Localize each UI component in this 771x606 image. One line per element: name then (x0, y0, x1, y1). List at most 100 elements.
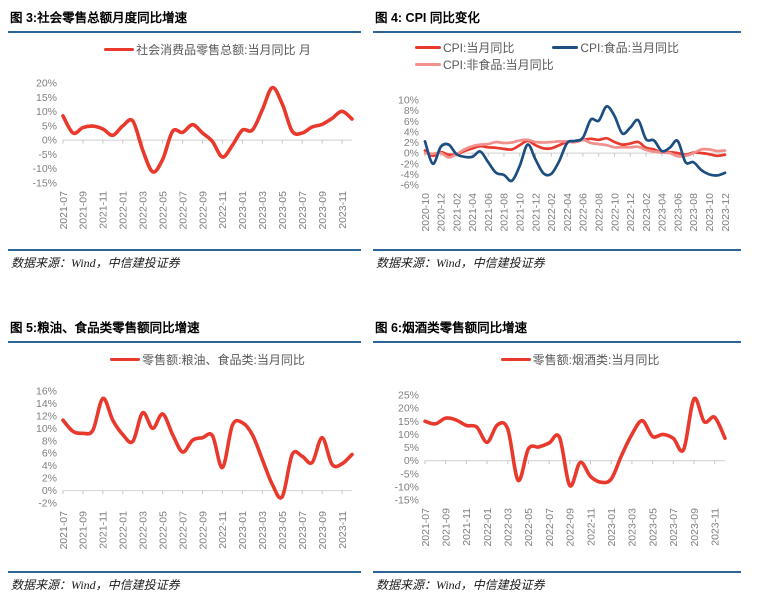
svg-text:4%: 4% (42, 460, 57, 472)
svg-text:2020-10: 2020-10 (420, 193, 432, 232)
legend-label: 零售额:粮油、食品类:当月同比 (142, 353, 305, 367)
svg-text:2022-09: 2022-09 (197, 511, 209, 550)
svg-text:2021-11: 2021-11 (461, 508, 473, 546)
line-chart: 20% 15% 10% 5% 0% -5% -10% -15% 2021-07 2021-09 20… (8, 57, 361, 241)
svg-text:0%: 0% (42, 135, 57, 147)
svg-text:2%: 2% (404, 137, 419, 149)
svg-text:2021-04: 2021-04 (467, 193, 479, 232)
svg-text:20%: 20% (398, 403, 419, 415)
svg-text:2023-03: 2023-03 (257, 191, 269, 230)
svg-text:2021-12: 2021-12 (530, 193, 542, 232)
svg-text:-4%: -4% (400, 169, 419, 181)
svg-text:2021-10: 2021-10 (515, 193, 527, 232)
legend-label: 零售额:烟酒类:当月同比 (532, 353, 660, 367)
legend-item: 社会消费品零售总额:当月同比 月 (104, 41, 311, 58)
svg-text:2023-02: 2023-02 (641, 193, 653, 232)
svg-text:2023-09: 2023-09 (317, 191, 329, 230)
chart-legend: 社会消费品零售总额:当月同比 月 (54, 42, 361, 57)
svg-text:0%: 0% (42, 485, 57, 497)
svg-text:2023-07: 2023-07 (297, 191, 309, 230)
svg-text:0%: 0% (404, 455, 419, 467)
chart-title: 图 3:社会零售总额月度同比增速 (10, 11, 188, 25)
data-source-text: 数据来源：Wind，中信建投证券 (376, 578, 545, 592)
svg-text:2023-11: 2023-11 (337, 511, 349, 549)
svg-text:2022-07: 2022-07 (177, 511, 189, 550)
svg-text:2021-07: 2021-07 (420, 508, 432, 547)
legend-item: 零售额:粮油、食品类:当月同比 (110, 351, 305, 368)
svg-text:2022-03: 2022-03 (503, 508, 515, 547)
svg-text:2022-02: 2022-02 (546, 193, 558, 232)
svg-text:6%: 6% (404, 116, 419, 128)
svg-text:2021-09: 2021-09 (78, 191, 90, 230)
chart-panel-retail-total: 图 3:社会零售总额月度同比增速 社会消费品零售总额:当月同比 月 20% 15%… (8, 8, 361, 270)
svg-text:-5%: -5% (38, 149, 57, 161)
svg-text:2021-08: 2021-08 (499, 193, 511, 232)
chart-legend: CPI:当月同比 CPI:食品:当月同比 CPI:非食品:当月同比 (415, 39, 741, 73)
svg-text:-2%: -2% (38, 498, 57, 510)
legend-item: CPI:食品:当月同比 (552, 39, 679, 56)
svg-text:4%: 4% (404, 126, 419, 138)
data-source: 数据来源：Wind，中信建投证券 (8, 571, 361, 592)
svg-text:2023-07: 2023-07 (297, 511, 309, 550)
title-underline (8, 31, 361, 33)
data-source: 数据来源：Wind，中信建投证券 (8, 249, 361, 270)
data-source-text: 数据来源：Wind，中信建投证券 (11, 256, 180, 270)
svg-text:2023-07: 2023-07 (668, 508, 680, 547)
svg-text:2022-05: 2022-05 (158, 511, 170, 550)
svg-text:2022-12: 2022-12 (625, 193, 637, 232)
line-chart: 16% 14% 12% 10% 8% 6% 4% 2% 0% -2% 2021-07 2021-09 2… (8, 367, 361, 561)
svg-text:-10%: -10% (32, 163, 57, 175)
svg-text:2023-05: 2023-05 (277, 191, 289, 230)
title-underline (373, 341, 741, 343)
svg-text:2021-07: 2021-07 (58, 511, 70, 550)
svg-text:5%: 5% (42, 120, 57, 132)
chart-title: 图 4: CPI 同比变化 (375, 11, 480, 25)
svg-text:10%: 10% (398, 429, 419, 441)
svg-text:14%: 14% (36, 398, 57, 410)
svg-text:2023-10: 2023-10 (704, 193, 716, 232)
svg-text:2023-03: 2023-03 (257, 511, 269, 550)
svg-text:2023-09: 2023-09 (689, 508, 701, 547)
chart-title: 图 5:粮油、食品类零售额同比增速 (10, 321, 200, 335)
svg-text:2023-11: 2023-11 (337, 191, 349, 229)
report-figure-grid: 图 3:社会零售总额月度同比增速 社会消费品零售总额:当月同比 月 20% 15%… (8, 8, 741, 592)
svg-text:2022-03: 2022-03 (138, 511, 150, 550)
svg-text:2022-07: 2022-07 (177, 191, 189, 230)
legend-label: CPI:当月同比 (443, 41, 515, 55)
legend-item: 零售额:烟酒类:当月同比 (500, 351, 660, 368)
svg-text:2022-08: 2022-08 (594, 193, 606, 232)
legend-label: CPI:非食品:当月同比 (443, 58, 554, 72)
svg-text:20%: 20% (36, 78, 57, 90)
svg-text:-10%: -10% (394, 481, 419, 493)
svg-text:2022-09: 2022-09 (565, 508, 577, 547)
svg-text:10%: 10% (36, 423, 57, 435)
svg-text:2023-12: 2023-12 (720, 193, 732, 232)
svg-text:2021-06: 2021-06 (483, 193, 495, 232)
chart-title: 图 6:烟酒类零售额同比增速 (375, 321, 528, 335)
svg-text:2022-11: 2022-11 (217, 511, 229, 549)
svg-text:2021-09: 2021-09 (78, 511, 90, 550)
svg-text:2021-09: 2021-09 (441, 508, 453, 547)
svg-text:2021-11: 2021-11 (98, 191, 110, 229)
legend-item: CPI:非食品:当月同比 (415, 56, 554, 73)
svg-text:2022-07: 2022-07 (544, 508, 556, 547)
svg-text:2%: 2% (42, 473, 57, 485)
svg-text:2022-04: 2022-04 (562, 193, 574, 232)
chart-panel-cpi: 图 4: CPI 同比变化 CPI:当月同比 CPI:食品:当月同比 CPI:非… (373, 8, 741, 270)
svg-text:2022-01: 2022-01 (118, 191, 130, 230)
svg-text:2023-03: 2023-03 (627, 508, 639, 547)
chart-panel-tobacco-alcohol: 图 6:烟酒类零售额同比增速 零售额:烟酒类:当月同比 25% 20% 15% 10%… (373, 318, 741, 592)
svg-text:8%: 8% (42, 435, 57, 447)
svg-text:2022-03: 2022-03 (138, 191, 150, 230)
svg-text:2021-02: 2021-02 (451, 193, 463, 232)
svg-text:5%: 5% (404, 442, 419, 454)
svg-text:2023-05: 2023-05 (647, 508, 659, 547)
svg-text:2023-01: 2023-01 (606, 508, 618, 547)
svg-text:-2%: -2% (400, 158, 419, 170)
chart-legend: 零售额:烟酒类:当月同比 (419, 352, 741, 367)
svg-text:25%: 25% (398, 390, 419, 402)
title-underline (373, 31, 741, 33)
data-source: 数据来源：Wind，中信建投证券 (373, 571, 741, 592)
svg-text:2021-11: 2021-11 (98, 511, 110, 549)
legend-line-swatch (552, 46, 579, 49)
